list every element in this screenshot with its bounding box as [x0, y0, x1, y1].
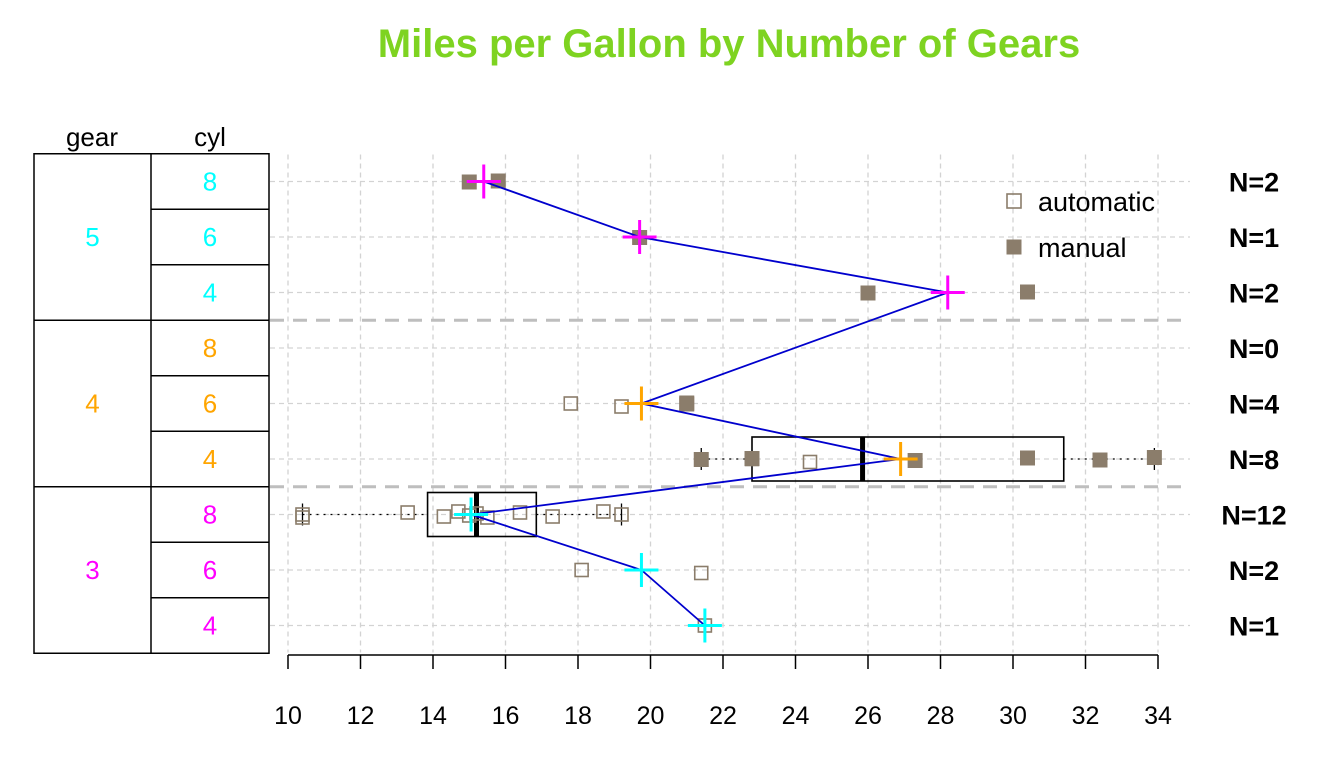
x-tick-label-24: 24 [782, 702, 810, 730]
gear-label-5: 5 [85, 222, 99, 252]
point-automatic-6-1 [295, 510, 310, 525]
cyl-label-5-4: 4 [203, 278, 217, 308]
point-automatic-6-11 [614, 507, 629, 522]
cyl-label-4-4: 4 [203, 444, 217, 474]
point-manual-5-4 [1092, 452, 1108, 468]
box-6 [426, 491, 538, 538]
count-labels: N=2 N=1 N=2 N=0 N=4 N=8 N=12 N=2 N=1 [1221, 168, 1286, 642]
mean-connector-line [470, 180, 952, 627]
point-automatic-4-0 [563, 396, 579, 411]
chart-title: Miles per Gallon by Number of Gears [378, 22, 1080, 66]
x-tick-label-18: 18 [564, 702, 592, 730]
x-tick-label-20: 20 [637, 702, 665, 730]
gear-label-3: 3 [85, 555, 99, 585]
gear-label-4: 4 [85, 389, 99, 419]
cyl-label-5-6: 6 [203, 222, 217, 252]
point-manual-2-0 [860, 285, 876, 301]
x-tick-label-34: 34 [1144, 702, 1172, 730]
x-tick-label-16: 16 [492, 702, 520, 730]
point-automatic-6-2 [400, 505, 415, 520]
count-label-1: N=1 [1229, 223, 1279, 253]
count-label-6: N=12 [1221, 501, 1286, 531]
mean-layer [454, 164, 965, 643]
count-label-8: N=1 [1229, 612, 1279, 642]
point-automatic-4-1 [614, 399, 629, 414]
count-label-0: N=2 [1229, 168, 1279, 198]
cyl-label-4-8: 8 [203, 333, 217, 363]
count-label-2: N=2 [1229, 279, 1279, 309]
cyl-label-3-4: 4 [203, 611, 217, 641]
point-automatic-7-1 [693, 565, 709, 581]
point-automatic-5-1 [802, 454, 818, 470]
gear-column-header: gear [66, 122, 118, 152]
point-automatic-6-9 [545, 509, 560, 524]
grid-layer [270, 154, 1190, 653]
count-label-5: N=8 [1229, 445, 1279, 475]
x-tick-label-10: 10 [274, 702, 302, 730]
x-tick-label-28: 28 [927, 702, 955, 730]
legend: automatic manual [1006, 187, 1155, 263]
point-manual-5-5 [1146, 450, 1162, 465]
point-manual-5-0 [693, 452, 709, 467]
cyl-label-3-8: 8 [203, 500, 217, 530]
count-label-7: N=2 [1229, 556, 1279, 586]
point-automatic-6-4 [451, 504, 466, 519]
legend-label-0: automatic [1038, 187, 1155, 217]
legend-marker-1 [1006, 239, 1022, 255]
x-tick-label-30: 30 [999, 702, 1027, 730]
legend-marker-0 [1006, 193, 1022, 209]
cyl-label-5-8: 8 [203, 167, 217, 197]
x-tick-label-26: 26 [854, 702, 882, 730]
cyl-label-3-6: 6 [203, 555, 217, 585]
legend-label-1: manual [1038, 233, 1127, 263]
count-label-4: N=4 [1229, 390, 1279, 420]
row-label-table: 5 8 6 4 4 8 6 4 3 8 6 4 [33, 153, 270, 654]
x-axis: 10 12 14 16 18 20 22 24 26 28 30 32 34 [274, 654, 1172, 730]
x-tick-label-12: 12 [347, 702, 375, 730]
point-manual-5-3 [1020, 450, 1035, 466]
point-automatic-6-3 [436, 509, 452, 524]
point-automatic-6-10 [596, 504, 611, 519]
cyl-column-header: cyl [194, 122, 226, 152]
point-manual-5-1 [744, 451, 760, 466]
x-tick-label-22: 22 [709, 702, 737, 730]
count-label-3: N=0 [1229, 334, 1279, 364]
cyl-label-4-6: 6 [203, 389, 217, 419]
point-manual-2-1 [1020, 284, 1035, 300]
point-automatic-6-8 [512, 505, 528, 520]
x-tick-label-32: 32 [1072, 702, 1100, 730]
point-manual-4-1 [679, 395, 695, 411]
x-tick-label-14: 14 [419, 702, 447, 730]
point-automatic-7-0 [574, 562, 589, 578]
